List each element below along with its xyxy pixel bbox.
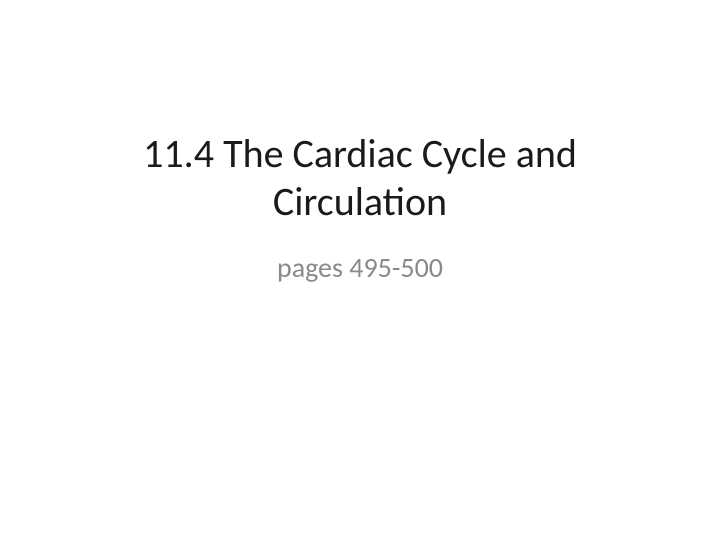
slide-title: 11.4 The Cardiac Cycle and Circulation xyxy=(80,130,640,226)
slide-subtitle: pages 495-500 xyxy=(277,250,443,285)
